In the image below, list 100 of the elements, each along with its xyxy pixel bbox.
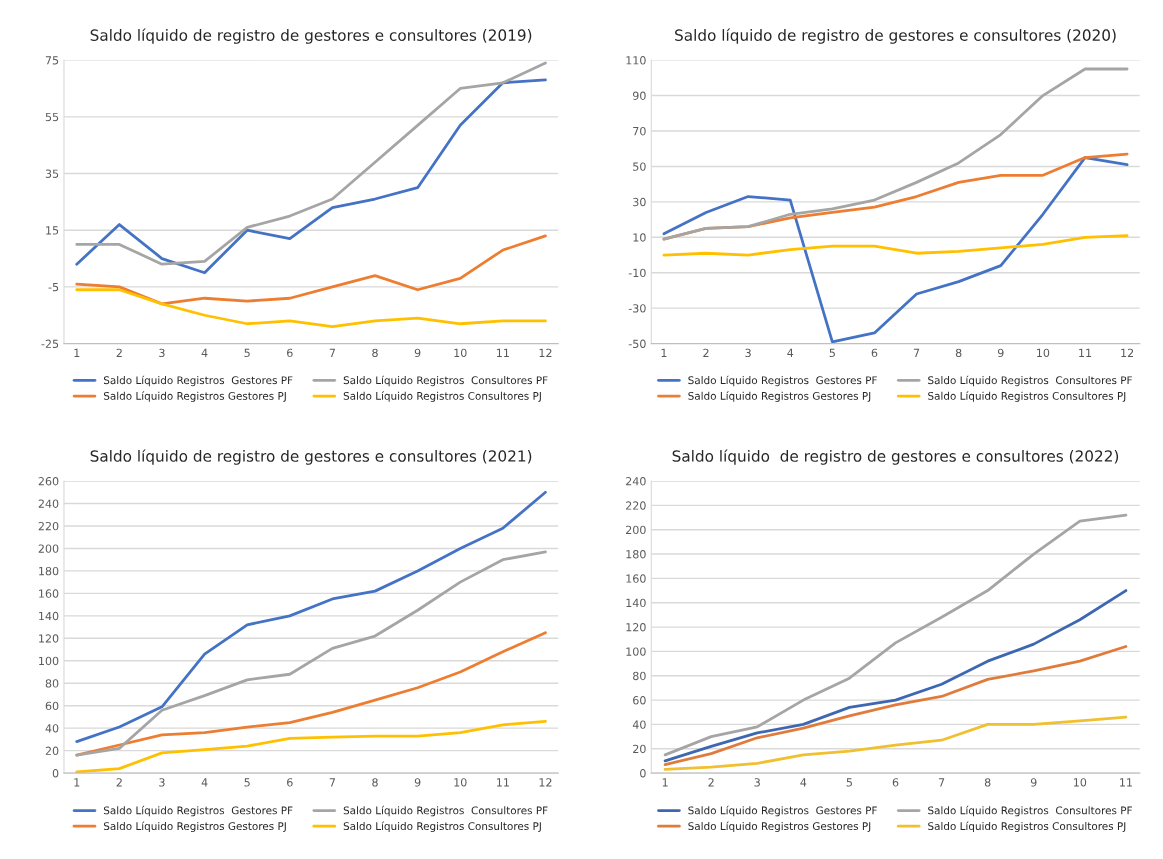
x-tick-label: 4	[800, 778, 807, 787]
legend-label: Saldo Líquido Registros Consultores PJ	[343, 391, 541, 402]
line-series	[663, 645, 1128, 766]
line-series	[75, 490, 547, 744]
x-tick-label: 3	[159, 778, 165, 787]
x-tick-label: 9	[1030, 778, 1037, 787]
y-tick-label: 70	[633, 126, 646, 136]
y-tick-label: 80	[45, 679, 59, 688]
x-tick-label: 8	[372, 778, 378, 787]
y-tick-label: 100	[39, 656, 59, 666]
y-tick-label: 240	[626, 477, 646, 486]
x-tick-label: 6	[871, 348, 878, 358]
y-tick-label: 240	[38, 499, 59, 508]
x-tick-label: 7	[329, 348, 335, 357]
y-tick-label: 0	[640, 769, 646, 778]
chart-title: Saldo líquido de registro de gestores e consultores (2020)	[675, 28, 1116, 44]
x-tick-label: 3	[745, 348, 751, 358]
x-tick-label: 2	[116, 778, 122, 787]
legend-label: Saldo Líquido Registros Consultores PJ	[928, 391, 1126, 402]
y-tick-label: 110	[626, 56, 646, 65]
x-tick-label: 1	[662, 778, 668, 787]
x-tick-label: 5	[244, 778, 250, 787]
y-tick-label: 180	[39, 566, 59, 576]
x-tick-label: 7	[329, 778, 335, 787]
x-tick-label: 2	[703, 348, 709, 357]
line-series	[663, 715, 1128, 771]
chart-title: Saldo líquido de registro de gestores e consultores (2021)	[90, 449, 532, 465]
x-tick-label: 10	[454, 778, 467, 787]
y-tick-label: -25	[41, 339, 59, 348]
y-tick-label: 40	[632, 720, 646, 729]
legend-label: Saldo Líquido Registros Consultores PF	[928, 375, 1132, 387]
x-tick-label: 10	[1073, 778, 1087, 787]
x-tick-label: 6	[287, 778, 293, 787]
y-tick-label: 180	[626, 550, 646, 559]
x-tick-label: 7	[938, 778, 945, 787]
y-tick-label: 20	[633, 744, 646, 754]
y-tick-label: 200	[626, 525, 646, 535]
y-tick-label: -30	[628, 304, 646, 313]
y-tick-label: 35	[45, 169, 59, 178]
legend-label: Saldo Líquido Registros Gestores PJ	[103, 391, 286, 402]
y-tick-label: -50	[628, 339, 646, 348]
legend-label: Saldo Líquido Registros Gestores PF	[688, 375, 877, 387]
y-tick-label: 160	[626, 574, 646, 583]
legend-label: Saldo Líquido Registros Consultores PJ	[343, 821, 541, 833]
x-tick-label: 11	[497, 348, 509, 357]
y-tick-label: 220	[626, 501, 646, 510]
line-series	[75, 550, 547, 757]
y-tick-label: -5	[48, 283, 59, 292]
y-tick-label: 10	[633, 233, 646, 242]
y-tick-label: 140	[39, 611, 59, 621]
x-tick-label: 1	[661, 348, 667, 357]
y-tick-label: 220	[38, 521, 59, 531]
x-tick-label: 12	[539, 348, 552, 357]
y-tick-label: 200	[38, 544, 59, 553]
y-tick-label: 80	[633, 671, 646, 681]
x-tick-label: 4	[787, 348, 794, 357]
x-tick-label: 5	[829, 348, 835, 358]
x-tick-label: 3	[754, 778, 760, 787]
line-series	[75, 288, 547, 328]
legend-label: Saldo Líquido Registros Consultores PF	[343, 805, 548, 817]
x-tick-label: 3	[159, 348, 165, 358]
x-tick-label: 12	[539, 778, 552, 787]
y-tick-label: 30	[633, 197, 646, 207]
y-tick-label: 90	[632, 91, 646, 100]
x-tick-label: 11	[1079, 348, 1092, 357]
legend-label: Saldo Líquido Registros Consultores PF	[928, 805, 1132, 817]
x-tick-label: 8	[955, 348, 962, 358]
legend-label: Saldo Líquido Registros Gestores PF	[103, 375, 293, 387]
line-series	[662, 234, 1129, 257]
x-tick-label: 2	[116, 348, 122, 357]
x-tick-label: 5	[846, 778, 852, 787]
x-tick-label: 11	[1120, 778, 1132, 787]
legend-label: Saldo Líquido Registros Gestores PJ	[688, 821, 871, 833]
x-tick-label: 8	[372, 348, 378, 358]
y-tick-label: 15	[46, 226, 59, 235]
line-series	[75, 234, 547, 306]
line-series	[663, 589, 1128, 763]
x-tick-label: 8	[984, 778, 991, 787]
x-tick-label: 11	[497, 778, 509, 787]
chart-title: Saldo líquido de registro de gestores e consultores (2022)	[672, 449, 1119, 465]
y-tick-label: 120	[39, 634, 59, 643]
y-tick-label: 120	[626, 623, 646, 632]
x-tick-label: 7	[913, 348, 920, 357]
y-tick-label: 160	[39, 589, 59, 598]
line-series	[662, 67, 1129, 241]
legend-label: Saldo Líquido Registros Gestores PF	[103, 805, 293, 817]
x-tick-label: 1	[74, 348, 80, 357]
y-tick-label: 60	[45, 701, 59, 711]
y-tick-label: 50	[633, 162, 646, 171]
legend-label: Saldo Líquido Registros Gestores PF	[688, 805, 877, 817]
chart-title: Saldo líquido de registro de gestores e consultores (2019)	[90, 28, 532, 44]
x-tick-label: 12	[1121, 348, 1134, 357]
legend-label: Saldo Líquido Registros Gestores PJ	[103, 821, 286, 833]
y-tick-label: 60	[633, 696, 646, 705]
x-tick-label: 4	[201, 778, 208, 787]
x-tick-label: 5	[244, 348, 250, 358]
x-tick-label: 6	[287, 348, 293, 358]
y-tick-label: 75	[45, 56, 59, 65]
line-series	[662, 156, 1129, 344]
x-tick-label: 9	[414, 778, 421, 787]
